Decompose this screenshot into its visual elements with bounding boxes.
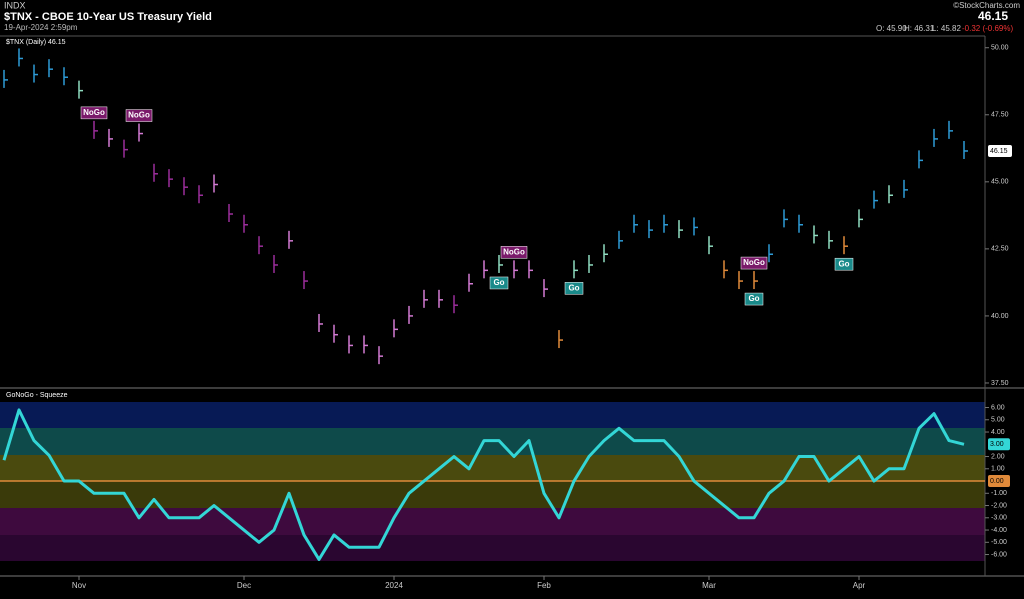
panel-title: $TNX (Daily) 46.15 [6,39,66,46]
y-tick-label: 50.00 [991,45,1009,52]
last-value-box [988,438,1010,451]
x-tick-label: Nov [72,581,86,590]
y-tick-label: 2.00 [991,453,1005,460]
annotation-box [740,256,768,270]
zone [0,402,985,428]
header-title: $TNX - CBOE 10-Year US Treasury Yield [4,11,212,23]
zone [0,455,985,481]
low: L: 45.82 [932,24,961,33]
zone [0,508,985,535]
annotation: NoGo [743,258,765,267]
y-tick-label: 1.00 [991,466,1005,473]
annotation-box [744,292,764,306]
annotation: Go [838,259,849,268]
exchange: INDX [4,0,26,10]
y-tick-label: 5.00 [991,417,1005,424]
annotation-box [834,257,854,271]
annotation-box [564,282,584,295]
y-tick-label: 42.50 [991,246,1009,253]
zero-label: 0.00 [990,478,1004,485]
y-tick-label: -4.00 [991,527,1007,534]
y-tick-label: 4.00 [991,429,1005,436]
y-tick-label: -1.00 [991,490,1007,497]
zone [0,481,985,508]
annotation-box [80,106,108,120]
change: -0.32 (-0.69%) [962,24,1013,33]
y-tick-label: -5.00 [991,539,1007,546]
squeeze-line [2,408,965,561]
annotation: NoGo [503,247,525,256]
last-value-box [988,144,1012,157]
y-tick-label: 47.50 [991,112,1009,119]
x-tick-label: Mar [702,581,716,590]
annotation: NoGo [83,108,105,117]
y-tick-label: 45.00 [991,179,1009,186]
y-tick-label: -2.00 [991,502,1007,509]
last-value: 3.00 [990,441,1004,448]
x-tick-label: 2024 [385,581,403,590]
last-price: 46.15 [978,9,1008,23]
annotation: Go [748,294,759,303]
x-tick-label: Dec [237,581,251,590]
y-tick-label: -6.00 [991,551,1007,558]
y-tick-label: -3.00 [991,515,1007,522]
x-tick-label: Feb [537,581,551,590]
annotation-box [125,109,153,122]
annotation: Go [568,283,579,292]
zone [0,535,985,561]
annotation-box [500,246,528,259]
panel-title: GoNoGo - Squeeze [6,392,68,399]
y-tick-label: 40.00 [991,313,1009,320]
x-tick-label: Apr [853,581,866,590]
high: H: 46.31 [904,24,935,33]
y-tick-label: 37.50 [991,380,1009,387]
y-tick-label: 6.00 [991,404,1005,411]
open: O: 45.90 [876,24,907,33]
timestamp: 19-Apr-2024 2:59pm [4,23,78,32]
annotation: Go [493,278,504,287]
annotation: NoGo [128,111,150,120]
source: ©StockCharts.com [953,1,1020,10]
annotation-box [489,276,509,290]
zero-box [988,475,1010,488]
last-value: 46.15 [990,148,1008,155]
